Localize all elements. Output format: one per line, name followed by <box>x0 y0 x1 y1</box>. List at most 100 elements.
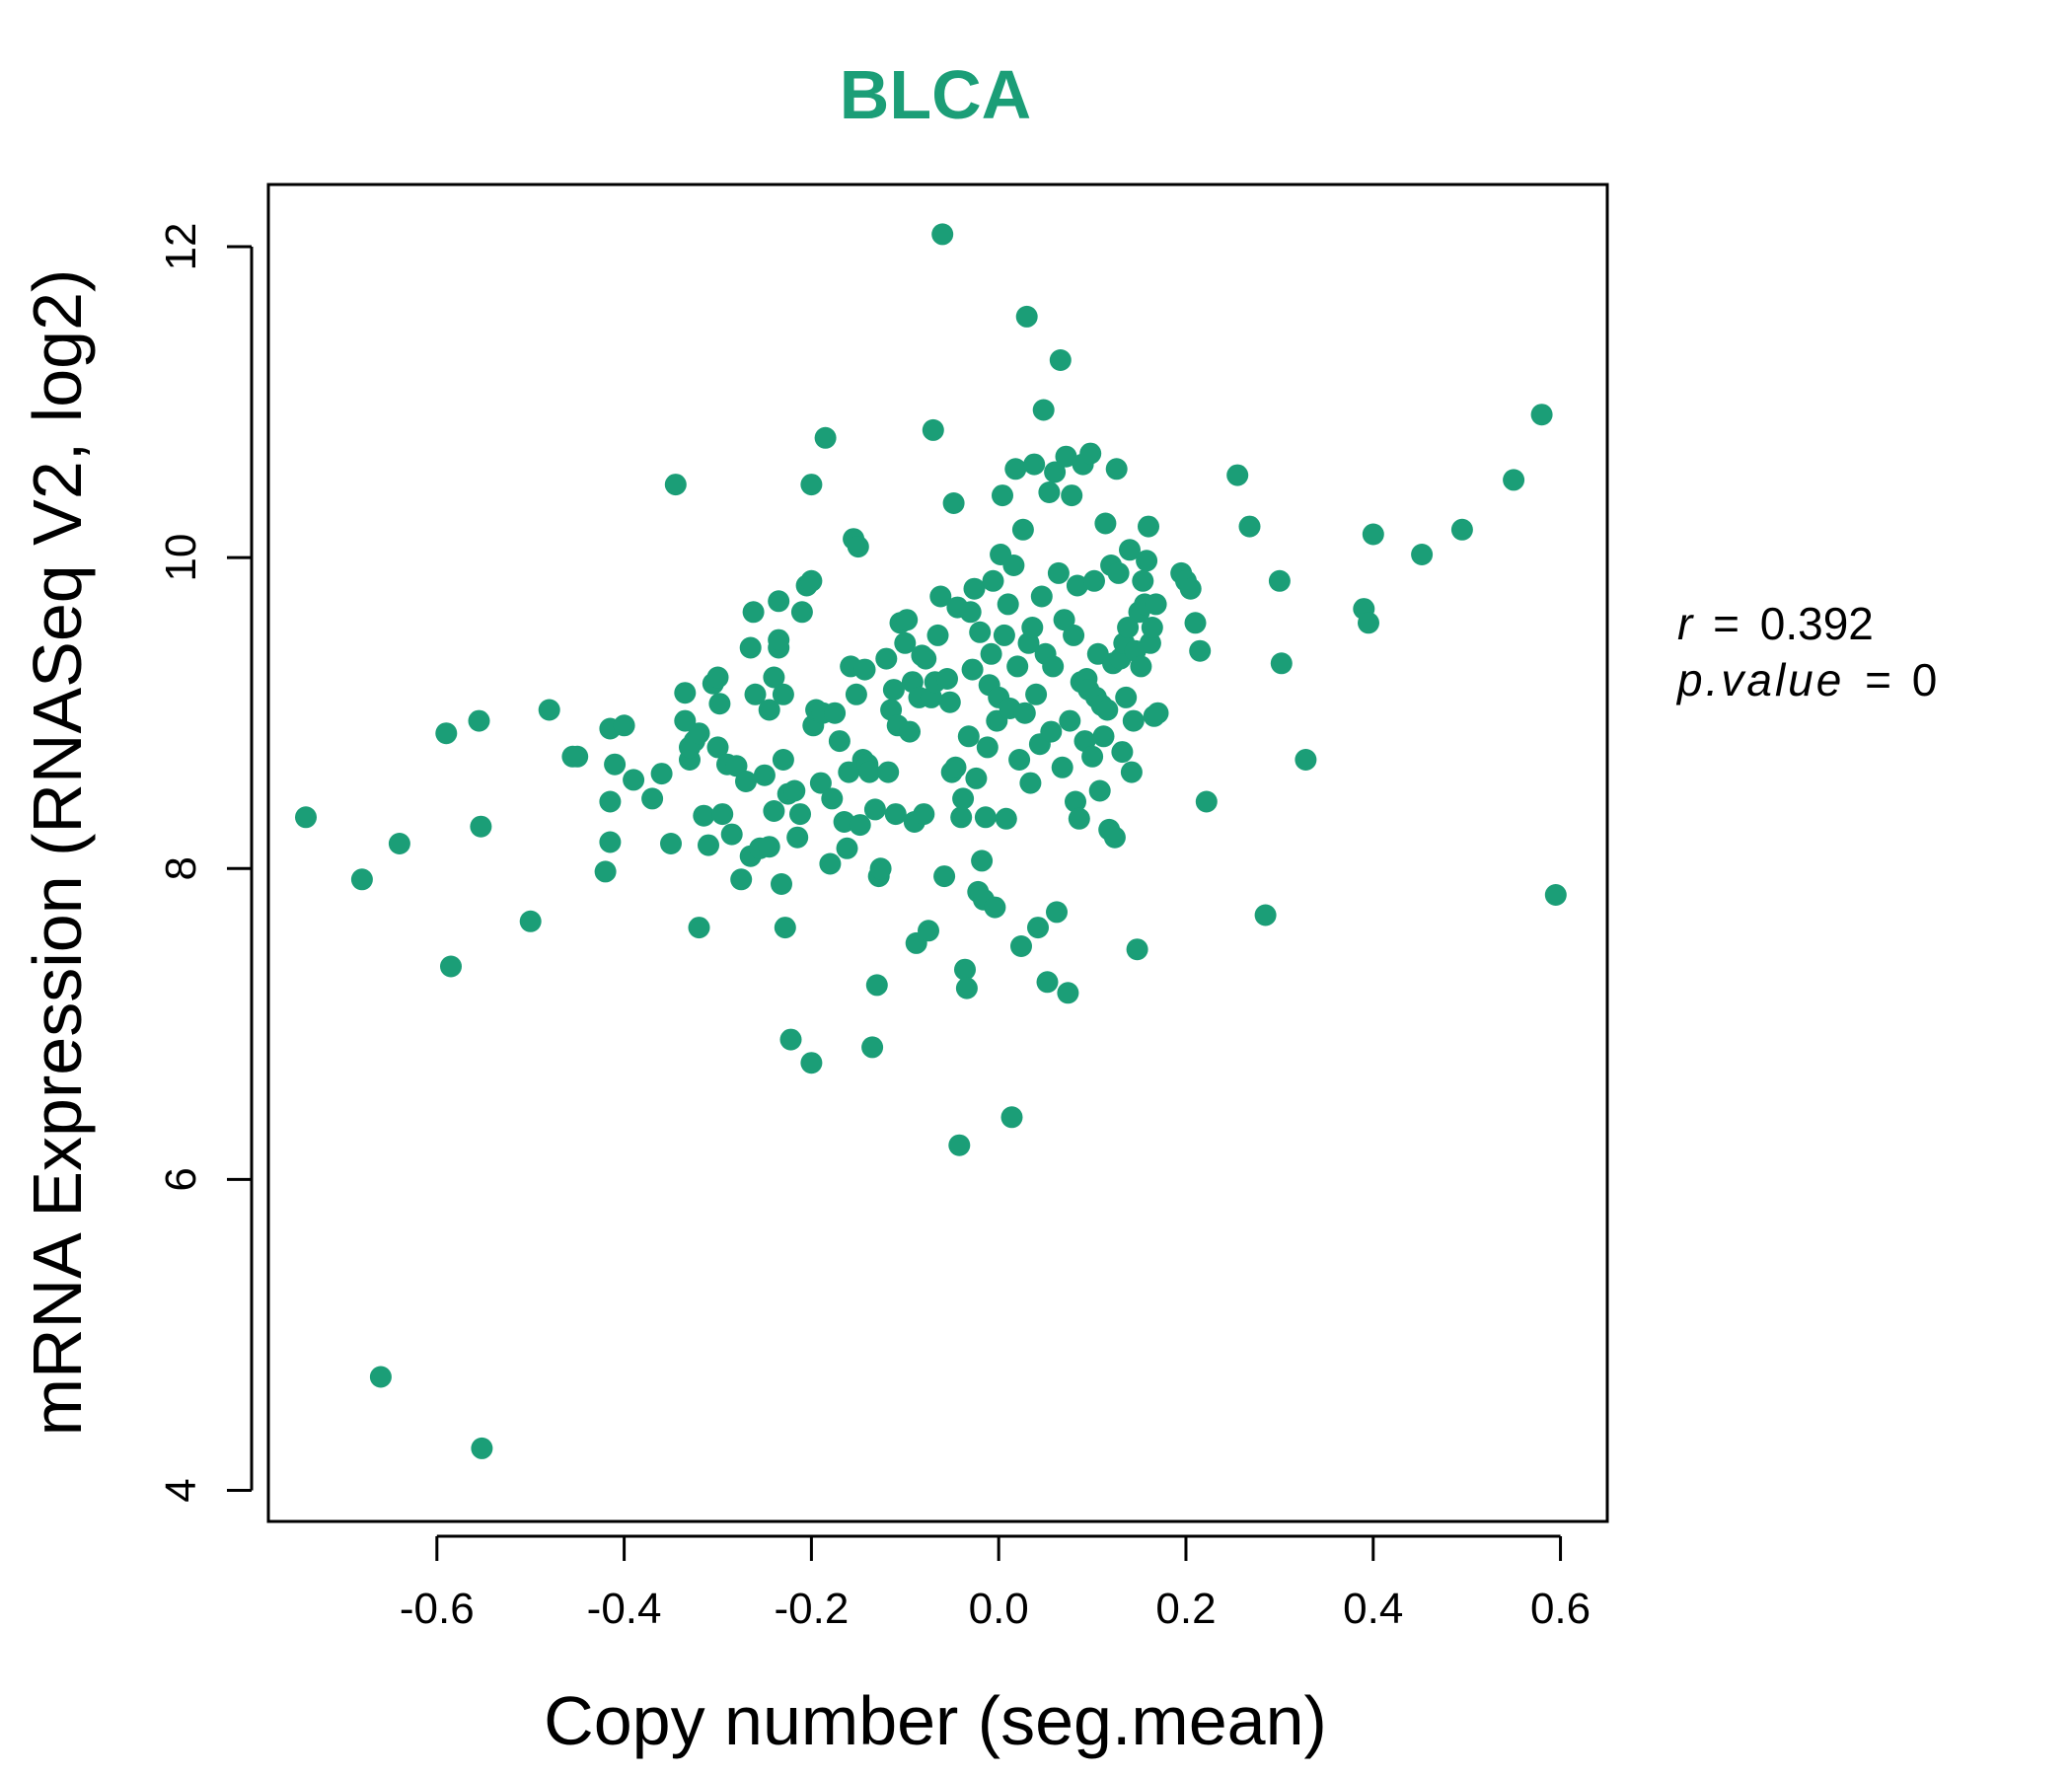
data-point <box>1004 458 1027 481</box>
data-point <box>1103 826 1126 849</box>
x-tick-label: 0.0 <box>969 1585 1029 1633</box>
data-point <box>1411 544 1434 565</box>
data-point <box>863 798 886 821</box>
data-point <box>1503 469 1525 491</box>
data-point <box>849 814 871 837</box>
data-point <box>980 642 1002 665</box>
y-tick-label: 4 <box>157 1478 205 1502</box>
data-point <box>974 806 997 829</box>
data-point <box>942 492 965 514</box>
y-tick-label: 12 <box>157 223 205 271</box>
p-statistic: p.value = 0 <box>1675 654 1937 705</box>
data-point <box>706 666 729 689</box>
data-point <box>599 790 622 813</box>
data-point <box>735 771 757 792</box>
y-tick-label: 6 <box>157 1167 205 1191</box>
data-point <box>1088 779 1111 802</box>
data-point <box>1092 725 1115 748</box>
data-point <box>1065 790 1086 813</box>
data-point <box>1138 515 1159 538</box>
data-point <box>1450 518 1473 541</box>
data-point <box>1179 577 1202 600</box>
data-point <box>965 767 988 789</box>
data-point <box>922 418 944 441</box>
data-point <box>1046 901 1068 924</box>
data-point <box>957 725 980 748</box>
data-point <box>1530 404 1553 426</box>
data-point <box>954 958 976 981</box>
data-point <box>623 769 645 791</box>
data-point <box>730 868 753 891</box>
data-point <box>1195 790 1218 813</box>
data-point <box>664 474 687 496</box>
data-point <box>698 834 719 856</box>
data-point <box>993 624 1015 646</box>
data-point <box>976 736 999 759</box>
data-point <box>1015 305 1038 328</box>
data-point <box>913 803 935 826</box>
data-point <box>971 850 994 872</box>
data-point <box>1038 481 1061 503</box>
data-point <box>1184 612 1207 634</box>
data-point <box>896 609 919 631</box>
data-point <box>809 772 832 794</box>
x-tick-label: -0.6 <box>400 1585 475 1633</box>
data-point <box>1006 655 1029 678</box>
data-point <box>1023 453 1046 476</box>
r-label: r <box>1677 598 1694 649</box>
data-point <box>1047 561 1070 584</box>
data-point <box>861 1036 884 1059</box>
data-point <box>435 722 458 745</box>
data-point <box>1032 399 1055 421</box>
data-point <box>1011 518 1034 541</box>
data-point <box>1270 652 1293 675</box>
data-point <box>961 658 984 681</box>
data-point <box>845 683 867 705</box>
data-point <box>674 682 697 704</box>
x-tick-label: 0.2 <box>1155 1585 1216 1633</box>
data-point <box>763 800 785 822</box>
data-point <box>824 702 847 724</box>
data-point <box>599 831 622 853</box>
data-point <box>838 761 860 783</box>
data-point <box>753 764 776 786</box>
data-point <box>660 833 682 854</box>
data-point <box>1238 515 1261 538</box>
correlation-annotation: r = 0.392 p.value = 0 <box>1675 598 1937 705</box>
p-equals: = <box>1865 654 1891 705</box>
p-label: p.value <box>1675 654 1844 705</box>
data-point <box>929 585 952 608</box>
data-point <box>948 1134 971 1156</box>
data-point <box>295 806 317 829</box>
data-point <box>744 683 767 705</box>
data-point <box>1059 709 1081 732</box>
data-point <box>875 647 898 670</box>
data-point <box>538 699 560 721</box>
data-point <box>995 807 1017 830</box>
data-point <box>944 756 967 778</box>
data-point <box>1295 749 1317 771</box>
data-point <box>350 868 373 891</box>
r-statistic: r = 0.392 <box>1677 598 1874 649</box>
data-point <box>1130 655 1152 678</box>
data-point <box>739 636 762 659</box>
data-point <box>1063 624 1085 646</box>
data-point <box>650 763 673 785</box>
data-point <box>1010 935 1032 957</box>
data-point <box>984 896 1006 919</box>
data-point <box>821 787 844 810</box>
data-point <box>1055 445 1077 468</box>
data-point <box>847 536 869 558</box>
data-point <box>1061 484 1083 507</box>
data-point <box>982 569 1004 592</box>
plot-frame <box>266 183 1609 1523</box>
data-point <box>1057 982 1079 1004</box>
data-point <box>1126 938 1148 961</box>
data-point <box>955 977 978 999</box>
data-point <box>1083 569 1105 592</box>
data-point <box>936 668 958 690</box>
data-point <box>1111 741 1134 764</box>
data-point <box>969 621 992 643</box>
data-point <box>1117 617 1140 638</box>
data-point <box>774 917 796 939</box>
